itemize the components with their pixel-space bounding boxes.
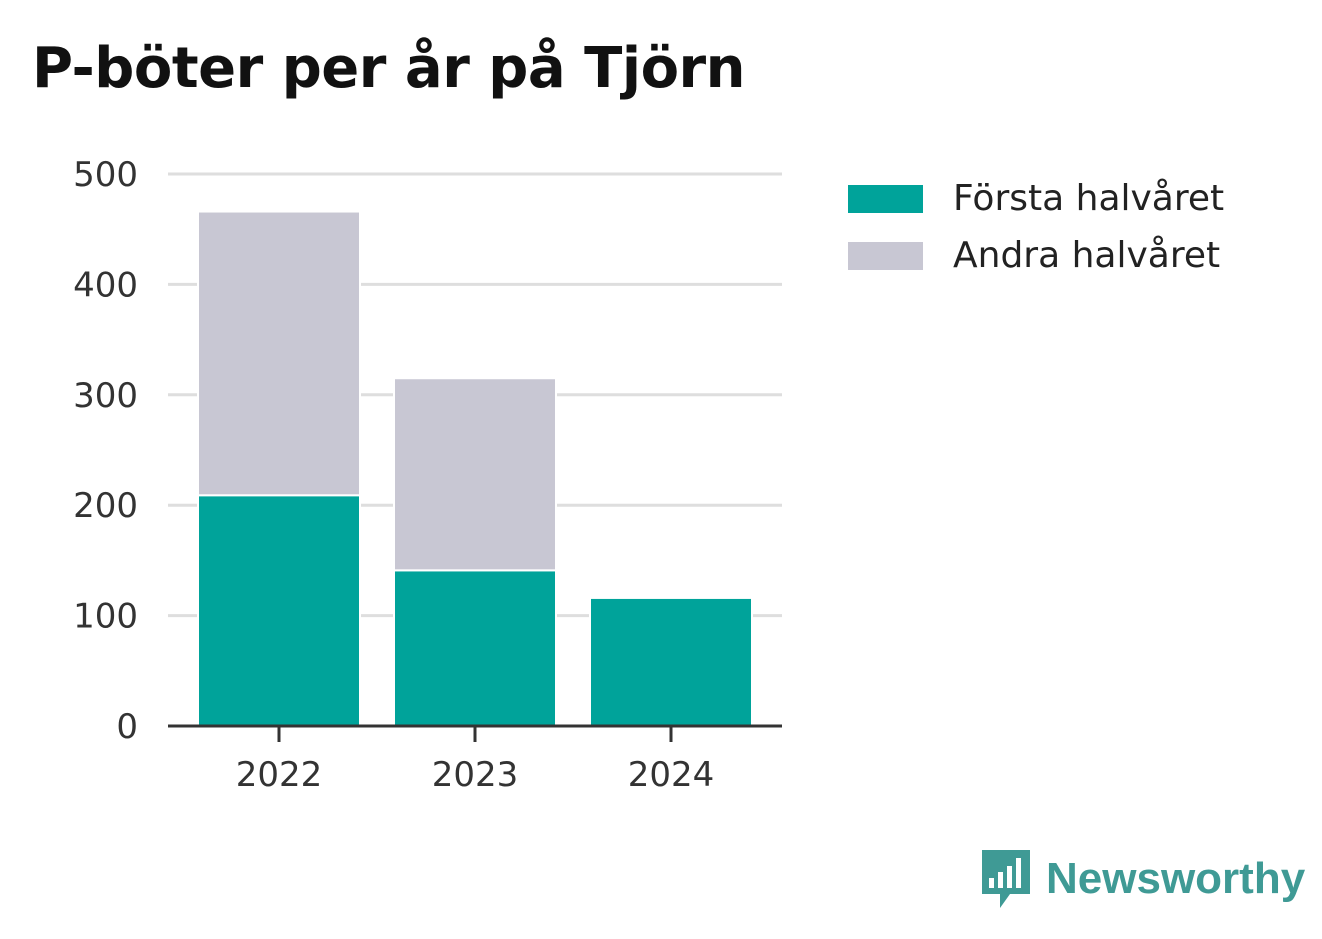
x-tick-label-2023: 2023: [432, 755, 519, 795]
brand-name: Newsworthy: [1046, 854, 1306, 903]
legend: Första halvåret Andra halvåret: [848, 170, 1224, 284]
y-tick-label-0: 0: [116, 707, 138, 747]
x-tick-label-2022: 2022: [236, 755, 323, 795]
legend-item-first-half: Första halvåret: [848, 170, 1224, 227]
x-tick-label-2024: 2024: [628, 755, 715, 795]
bar-2022-series-1: [197, 494, 361, 727]
legend-label-first-half: Första halvåret: [953, 178, 1225, 219]
brand-logo: Newsworthy: [980, 848, 1305, 910]
y-tick-label-400: 400: [73, 265, 138, 305]
legend-item-second-half: Andra halvåret: [848, 227, 1224, 284]
legend-swatch-second-half: [848, 241, 923, 270]
chart-title: P-böter per år på Tjörn: [32, 36, 746, 101]
y-tick-label-500: 500: [73, 155, 138, 195]
bar-2022-series-2: [197, 210, 361, 497]
y-tick-label-200: 200: [73, 486, 138, 526]
bar-2023-series-2: [393, 377, 557, 572]
y-tick-label-100: 100: [73, 597, 138, 637]
legend-label-second-half: Andra halvåret: [953, 235, 1221, 276]
y-tick-label-300: 300: [73, 376, 138, 416]
bar-2024-series-1: [589, 596, 753, 727]
legend-swatch-first-half: [848, 184, 923, 213]
bar-2023-series-1: [393, 569, 557, 727]
newsworthy-logo-icon: [982, 850, 1030, 908]
